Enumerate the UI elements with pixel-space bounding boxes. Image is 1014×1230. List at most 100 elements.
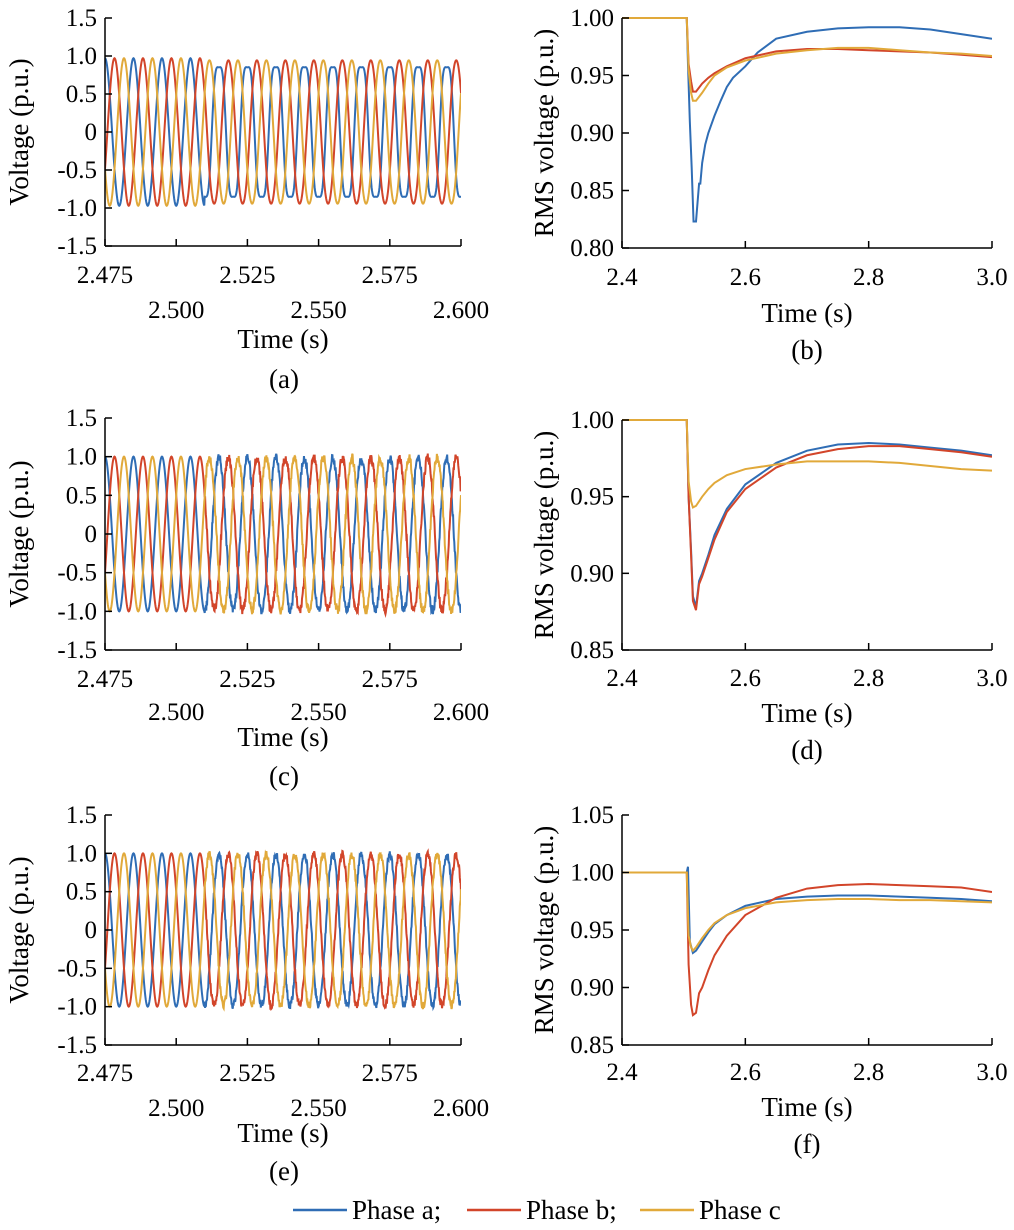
series-line-phase_b	[622, 871, 992, 1017]
y-tick-label: 0.5	[66, 879, 97, 906]
series-line-phase_b	[622, 17, 992, 93]
series-line-phase_a	[622, 419, 992, 608]
y-axis-label: Voltage (p.u.)	[4, 58, 34, 205]
x-tick-label: 2.600	[433, 1095, 489, 1122]
y-axis-label: RMS voltage (p.u.)	[529, 431, 559, 640]
chart-d: 1.00 0.95 0.90 0.852.4 2.6 2.8 3.0 Time (s) RMS …	[529, 407, 1008, 765]
series-line-phase_c	[105, 849, 461, 1012]
y-tick-label: -1.5	[57, 1032, 97, 1059]
y-tick-label: -1.0	[57, 994, 97, 1021]
x-tick-label: 2.575	[362, 262, 418, 289]
series-line-phase_c	[105, 57, 461, 207]
series-group	[622, 866, 992, 1017]
chart-b: 1.00 0.95 0.90 0.85 0.802.4 2.6 2.8 3.0 Time (s)…	[529, 5, 1008, 365]
y-tick-label: 0.5	[66, 482, 97, 509]
legend-label: Phase c	[699, 1195, 781, 1225]
y-tick-label: -0.5	[57, 560, 97, 587]
y-tick-label: 0	[85, 119, 98, 146]
panel-caption: (f)	[794, 1129, 821, 1159]
x-tick-label: 3.0	[976, 665, 1007, 692]
y-tick-label: 0.80	[570, 235, 614, 262]
y-tick-label: 1.5	[66, 802, 97, 829]
y-tick-label: 0.90	[570, 975, 614, 1002]
x-tick-label: 3.0	[976, 264, 1007, 291]
chart-e: 1.5 1.0 0.5 0 -0.5 -1.0 -1.52.475 2.525 2.575 2.5…	[4, 802, 489, 1186]
series-line-phase_c	[622, 871, 992, 953]
series-line-phase_a	[622, 866, 992, 955]
series-line-phase_a	[105, 850, 461, 1012]
y-tick-label: -1.0	[57, 598, 97, 625]
series-line-phase_c	[622, 17, 992, 102]
x-tick-label: 2.575	[362, 666, 418, 693]
panel-caption: (c)	[269, 761, 299, 791]
y-tick-label: 1.0	[66, 43, 97, 70]
y-tick-label: -1.5	[57, 233, 97, 260]
x-tick-label: 2.475	[77, 666, 133, 693]
y-tick-label: -0.5	[57, 157, 97, 184]
x-axis-label: Time (s)	[237, 1118, 328, 1148]
x-tick-label: 2.475	[77, 1060, 133, 1087]
y-tick-label: 0	[85, 521, 98, 548]
x-axis-label: Time (s)	[761, 298, 852, 328]
y-tick-label: 0.95	[570, 63, 614, 90]
series-group	[622, 419, 992, 611]
x-axis-label: Time (s)	[761, 698, 852, 728]
y-tick-label: 0.95	[570, 484, 614, 511]
panel-caption: (e)	[269, 1156, 299, 1186]
x-tick-label: 2.8	[853, 1059, 884, 1086]
x-tick-label: 2.475	[77, 262, 133, 289]
y-axis-label: Voltage (p.u.)	[4, 460, 34, 607]
y-tick-label: 1.0	[66, 444, 97, 471]
series-line-phase_a	[622, 17, 992, 223]
x-tick-label: 2.525	[219, 262, 275, 289]
panel-caption: (a)	[269, 364, 299, 394]
y-tick-label: 0.5	[66, 81, 97, 108]
y-tick-label: 1.0	[66, 840, 97, 867]
series-group	[105, 848, 461, 1012]
x-tick-label: 2.500	[148, 297, 204, 324]
y-tick-label: 1.05	[570, 802, 614, 829]
x-tick-label: 2.575	[362, 1060, 418, 1087]
y-axis-label: Voltage (p.u.)	[4, 856, 34, 1003]
y-tick-label: 0.85	[570, 1032, 614, 1059]
series-line-phase_a	[105, 453, 461, 616]
y-tick-label: 1.00	[570, 5, 614, 32]
x-tick-label: 3.0	[976, 1059, 1007, 1086]
series-group	[622, 17, 992, 223]
x-axis-label: Time (s)	[237, 722, 328, 752]
y-tick-label: -1.0	[57, 195, 97, 222]
x-tick-label: 2.6	[730, 1059, 761, 1086]
x-tick-label: 2.550	[290, 699, 346, 726]
y-tick-label: -0.5	[57, 955, 97, 982]
series-group	[105, 453, 461, 619]
chart-f: 1.05 1.00 0.95 0.90 0.852.4 2.6 2.8 3.0 Time (s)…	[529, 802, 1008, 1159]
x-tick-label: 2.8	[853, 264, 884, 291]
x-tick-label: 2.6	[730, 665, 761, 692]
legend-label: Phase b;	[526, 1195, 617, 1225]
series-line-phase_c	[105, 453, 461, 615]
panel-caption: (d)	[791, 735, 822, 765]
chart-c: 1.5 1.0 0.5 0 -0.5 -1.0 -1.52.475 2.525 2.575 2.5…	[4, 405, 489, 791]
x-tick-label: 2.4	[606, 665, 638, 692]
x-tick-label: 2.600	[433, 297, 489, 324]
y-tick-label: 0.90	[570, 120, 614, 147]
x-tick-label: 2.550	[290, 1095, 346, 1122]
x-tick-label: 2.600	[433, 699, 489, 726]
x-tick-label: 2.500	[148, 699, 204, 726]
y-tick-label: 0.85	[570, 637, 614, 664]
y-tick-label: 1.5	[66, 5, 97, 32]
y-axis-label: RMS voltage (p.u.)	[529, 826, 559, 1035]
series-line-phase_b	[105, 848, 461, 1011]
panel-caption: (b)	[791, 335, 822, 365]
y-tick-label: 0.85	[570, 178, 614, 205]
x-axis-label: Time (s)	[761, 1092, 852, 1122]
legend: Phase a; Phase b; Phase c	[293, 1195, 781, 1225]
chart-a: 1.5 1.0 0.5 0 -0.5 -1.0 -1.52.475 2.525 2.575 2.5…	[4, 5, 489, 394]
y-tick-label: 1.00	[570, 860, 614, 887]
x-tick-label: 2.6	[730, 264, 761, 291]
series-group	[105, 57, 461, 207]
y-axis-label: RMS voltage (p.u.)	[529, 29, 559, 238]
y-tick-label: 0.90	[570, 560, 614, 587]
series-line-phase_b	[105, 57, 461, 207]
